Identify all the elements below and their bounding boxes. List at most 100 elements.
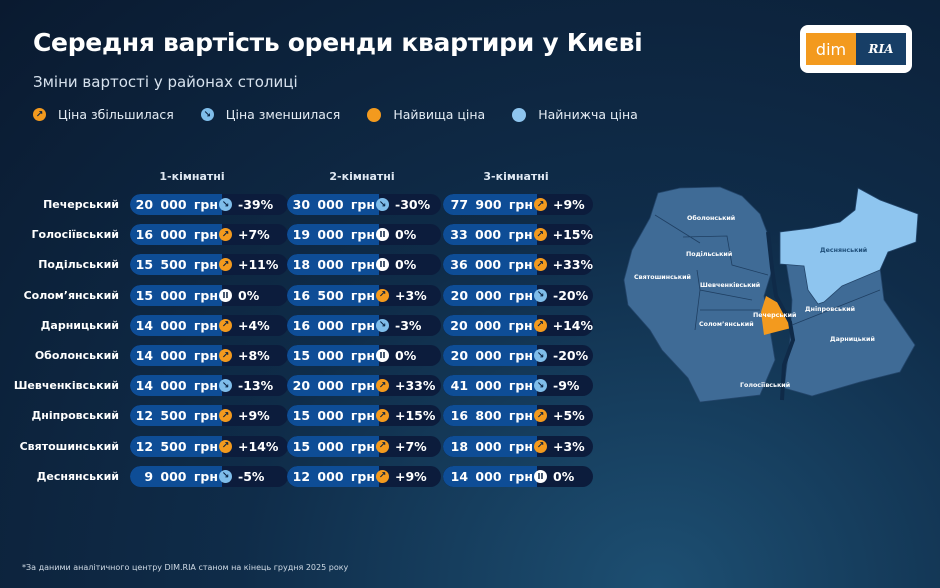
district-label: Солом’янський: [23, 288, 119, 302]
currency: грн: [508, 468, 533, 484]
price-cell: 41 000 грн ↘ -9%: [443, 375, 593, 397]
price-cell: 33 000 грн ↗ +15%: [443, 224, 593, 246]
price-part: 12 500 грн: [130, 405, 222, 427]
price-cell: 16 800 грн ↗ +5%: [443, 405, 593, 427]
pause-icon: II: [376, 349, 389, 362]
price-part: 20 000 грн: [130, 194, 222, 215]
change-percent: +7%: [395, 438, 427, 454]
legend-label: Ціна збільшилася: [58, 107, 174, 122]
price-part: 15 000 грн: [287, 435, 379, 457]
price-cell: 15 500 грн ↗ +11%: [130, 254, 288, 276]
price-part: 16 500 грн: [287, 284, 379, 306]
price-part: 12 000 грн: [287, 465, 379, 487]
currency: грн: [350, 227, 375, 243]
district-label: Оболонський: [34, 349, 119, 362]
price-part: 33 000 грн: [443, 224, 537, 246]
currency: грн: [508, 287, 533, 303]
arrow-up-icon: ↗: [533, 318, 547, 332]
map-pecherskyi: [761, 296, 791, 335]
map-label: Святошинський: [634, 273, 691, 281]
legend-decrease: ↘ Ціна зменшилася: [200, 107, 340, 122]
arrow-up-icon: ↗: [219, 228, 232, 242]
district-label: Дніпровський: [31, 409, 119, 423]
price-part: 20 000 грн: [443, 345, 537, 366]
price-cell: 30 000 грн ↘ -30%: [287, 194, 441, 215]
price-cell: 20 000 грн ↘ -20%: [443, 345, 593, 366]
price-cell: 20 000 грн ↗ +33%: [287, 375, 441, 397]
currency: грн: [508, 257, 533, 273]
price-part: 30 000 грн: [287, 194, 379, 215]
price-value: 14 000: [135, 378, 187, 394]
price-cell: 12 500 грн ↗ +9%: [130, 405, 288, 427]
price-cell: 12 500 грн ↗ +14%: [130, 435, 288, 457]
currency: грн: [350, 378, 375, 394]
price-cell: 14 000 грн ↗ +4%: [130, 314, 288, 336]
currency: грн: [193, 197, 218, 212]
price-part: 9 000 грн: [130, 465, 222, 487]
footnote: *За даними аналітичного центру DIM.RIA с…: [22, 563, 349, 572]
change-percent: -20%: [553, 348, 589, 363]
currency: грн: [508, 317, 533, 333]
price-value: 20 000: [292, 378, 344, 394]
arrow-up-icon: ↗: [219, 409, 232, 423]
map-borders: [654, 214, 881, 331]
arrow-up-icon: ↗: [376, 409, 389, 423]
change-percent: 0%: [238, 287, 260, 303]
price-part: 16 800 грн: [443, 405, 537, 427]
arrow-up-icon: ↗: [533, 258, 547, 272]
price-part: 14 000 грн: [443, 465, 537, 487]
map-label: Солом’янський: [699, 320, 754, 328]
map-label: Печерський: [753, 311, 796, 319]
change-percent: +14%: [238, 438, 279, 454]
arrow-up-icon: ↗: [376, 379, 389, 393]
pause-icon: II: [376, 258, 389, 272]
price-value: 16 000: [135, 227, 187, 243]
price-value: 19 000: [292, 227, 344, 243]
price-part: 41 000 грн: [443, 375, 537, 397]
change-percent: -20%: [553, 287, 589, 303]
price-value: 16 000: [292, 317, 344, 333]
column-header: 3-кімнатні: [483, 170, 549, 183]
price-cell: 20 000 грн ↘ -39%: [130, 194, 288, 215]
map-label: Оболонський: [687, 214, 735, 222]
currency: грн: [350, 348, 375, 363]
district-label: Голосіївський: [31, 228, 119, 242]
currency: грн: [508, 348, 533, 363]
price-part: 20 000 грн: [443, 314, 537, 336]
currency: грн: [193, 287, 218, 303]
arrow-down-icon: ↘: [219, 469, 232, 483]
price-value: 15 000: [292, 348, 344, 363]
currency: грн: [193, 317, 218, 333]
price-value: 20 000: [450, 348, 502, 363]
currency: грн: [193, 348, 218, 363]
price-part: 20 000 грн: [443, 284, 537, 306]
price-cell: 14 000 грн II 0%: [443, 465, 593, 487]
map-dnipro-river: [766, 231, 796, 401]
price-value: 12 500: [135, 408, 187, 424]
arrow-down-icon: ↘: [534, 379, 547, 393]
arrow-up-icon: ↗: [533, 228, 547, 242]
currency: грн: [508, 378, 533, 394]
arrow-up-icon: ↗: [376, 469, 389, 483]
currency: грн: [193, 257, 218, 273]
district-label: Святошинський: [19, 439, 119, 453]
price-part: 16 000 грн: [130, 224, 222, 246]
change-percent: +33%: [552, 257, 593, 273]
price-value: 18 000: [450, 438, 502, 454]
arrow-down-icon: ↘: [376, 318, 389, 332]
change-percent: +8%: [238, 348, 270, 363]
currency: грн: [350, 197, 375, 212]
price-cell: 9 000 грн ↘ -5%: [130, 465, 288, 487]
currency: грн: [508, 438, 533, 454]
change-percent: -3%: [395, 317, 422, 333]
district-label: Деснянський: [36, 469, 119, 483]
price-value: 77 900: [450, 197, 502, 212]
page-subtitle: Зміни вартості у районах столиці: [33, 73, 298, 91]
currency: грн: [350, 317, 375, 333]
price-part: 14 000 грн: [130, 375, 222, 397]
arrow-up-icon: ↗: [534, 409, 547, 423]
price-cell: 19 000 грн II 0%: [287, 224, 441, 246]
change-percent: +15%: [395, 408, 436, 424]
district-label: Дарницький: [40, 318, 119, 332]
